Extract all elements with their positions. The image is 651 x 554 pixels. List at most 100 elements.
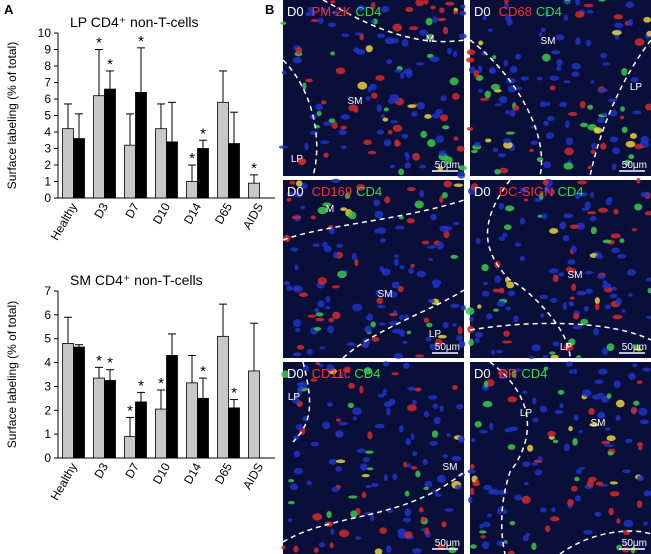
cell [503,59,509,67]
cell [621,309,627,313]
cell [289,180,296,185]
cell [481,290,490,297]
x-tick-label: AIDS [240,461,266,492]
cell [428,395,438,400]
cell [604,304,611,310]
cell [288,479,295,483]
region-label: SM [378,289,393,300]
bar [62,128,74,199]
cell [519,187,529,193]
tissue-boundary [292,361,311,443]
cell [645,103,651,111]
bar [166,355,178,459]
cell [568,426,573,432]
region-label: SM [568,270,583,281]
micrograph: D0 DR CD4 LP SM 50μm [467,361,651,554]
cell [540,313,545,318]
cell [588,407,595,416]
cell [315,312,324,317]
cell [551,50,561,55]
cell [459,10,467,16]
cell [595,254,604,259]
cell [295,47,303,55]
cell [647,287,651,294]
cell [422,458,428,466]
region-label: LP [429,329,442,340]
cell [509,65,518,74]
cell [426,245,436,249]
cell [568,301,574,306]
cell [573,368,578,375]
bar [73,346,85,459]
cell [504,2,510,9]
cell [382,117,389,122]
tissue-boundary [282,199,465,241]
cell [404,531,413,539]
cell [606,393,612,399]
error-bar [188,164,196,182]
cell [377,227,387,234]
cell [366,467,374,471]
tissue-boundary [322,0,465,43]
cell [590,226,597,235]
cell [509,109,516,117]
cell [326,511,332,518]
cell [374,548,383,554]
cell [293,319,301,328]
cell [571,71,580,77]
cell [373,199,381,207]
cell [380,114,386,119]
cell [612,147,621,155]
cell [365,45,373,53]
micrograph-header: D0 CD169 CD4 [287,184,382,199]
cell [456,403,464,410]
cell [435,108,444,115]
cell [292,285,303,293]
error-bar [230,111,238,144]
cell [416,270,426,278]
cell [574,476,580,482]
cell [486,313,493,320]
cell [642,367,651,372]
cell [563,213,574,219]
cell [470,149,478,154]
cell [543,161,552,169]
cell [440,95,447,102]
cell [443,230,450,239]
cell [394,139,400,147]
cell [330,51,335,56]
cell [456,334,463,342]
cell [565,361,573,367]
cell [307,314,317,318]
error-bar [219,303,227,337]
cell [552,439,559,444]
cell [466,49,476,56]
cell [621,469,632,474]
cell [405,70,413,79]
significance-marker: * [158,375,164,392]
cell [474,420,482,428]
cell [549,75,560,81]
scale-label: 50μm [622,342,647,353]
cell [527,444,534,452]
cell [291,397,300,404]
bar [124,436,136,459]
cell [389,164,396,169]
cell [412,152,421,161]
cell [502,232,508,238]
cell [623,541,629,547]
cell [453,136,459,141]
cell [609,136,619,143]
cell [539,405,548,413]
cell [350,510,358,519]
cell [503,141,513,149]
error-bar [137,47,145,93]
cell [330,0,336,4]
cell [331,486,340,492]
error-bar [75,113,83,139]
x-tick-label: Healthy [48,201,80,243]
bar [155,408,167,459]
tissue-boundary [486,179,571,359]
cell [406,463,412,468]
cell [608,507,614,516]
